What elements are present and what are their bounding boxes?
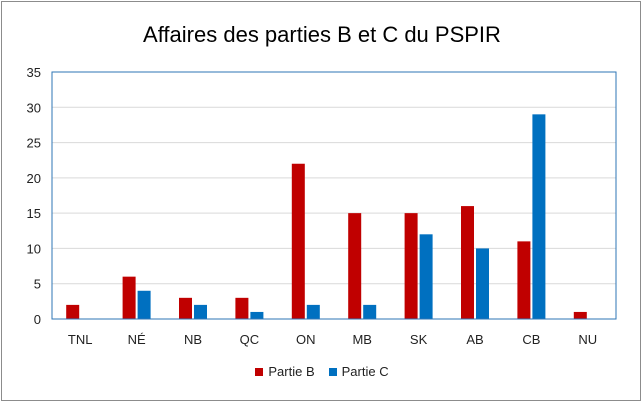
legend-swatch-partie-c: [328, 367, 337, 376]
bar-partie-c-cb: [532, 114, 546, 319]
bar-partie-b-tnl: [66, 304, 80, 319]
bar-partie-b-sk: [404, 213, 418, 319]
y-tick-label: 35: [27, 65, 41, 80]
x-tick-label: QC: [240, 332, 260, 347]
bar-partie-c-qc: [250, 311, 264, 319]
y-tick-label: 15: [27, 206, 41, 221]
bar-partie-b-mb: [348, 213, 362, 319]
y-tick-label: 0: [34, 312, 41, 327]
bar-partie-c-nb: [194, 304, 207, 319]
bar-partie-b-nb: [179, 297, 192, 319]
x-tick-label: NB: [184, 332, 202, 347]
y-tick-label: 25: [27, 136, 41, 151]
x-tick-label: CB: [522, 332, 540, 347]
x-tick-label: AB: [466, 332, 483, 347]
bars: [66, 114, 587, 319]
bar-partie-c-mb: [363, 304, 377, 319]
bar-partie-b-cb: [517, 241, 531, 319]
x-tick-label: NÉ: [128, 332, 146, 347]
bar-partie-c-on: [306, 304, 320, 319]
x-axis-ticks: TNL NÉ NB QC ON MB SK AB CB NU: [68, 332, 597, 347]
x-tick-label: NU: [578, 332, 597, 347]
x-tick-label: ON: [296, 332, 316, 347]
bar-partie-c-sk: [419, 234, 433, 319]
y-tick-label: 30: [27, 100, 41, 115]
y-tick-label: 5: [34, 277, 41, 292]
bar-partie-b-on: [291, 163, 305, 319]
y-tick-label: 20: [27, 171, 41, 186]
legend: Partie B Partie C: [0, 364, 644, 379]
bar-partie-b-né: [122, 276, 136, 319]
legend-item-partie-c: Partie C: [328, 364, 389, 379]
y-tick-label: 10: [27, 241, 41, 256]
x-tick-label: TNL: [68, 332, 93, 347]
legend-item-partie-b: Partie B: [255, 364, 315, 379]
x-tick-label: MB: [352, 332, 372, 347]
bar-partie-c-ab: [476, 248, 489, 319]
bar-partie-b-ab: [461, 206, 474, 319]
bar-partie-b-qc: [235, 297, 249, 319]
chart-title: Affaires des parties B et C du PSPIR: [143, 22, 501, 47]
x-tick-label: SK: [410, 332, 428, 347]
legend-label-partie-c: Partie C: [341, 364, 389, 379]
legend-swatch-partie-b: [255, 367, 264, 376]
bar-partie-c-né: [137, 290, 151, 319]
y-axis-ticks: 0 5 10 15 20 25 30 35: [27, 65, 41, 327]
plot-area-border: [51, 71, 617, 320]
gridlines: [52, 71, 616, 320]
bar-partie-b-nu: [573, 311, 587, 319]
legend-label-partie-b: Partie B: [268, 364, 315, 379]
